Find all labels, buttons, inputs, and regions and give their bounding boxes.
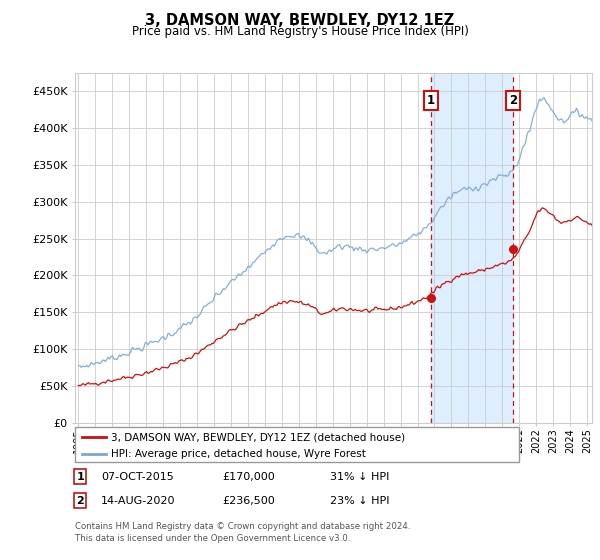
Text: Contains HM Land Registry data © Crown copyright and database right 2024.
This d: Contains HM Land Registry data © Crown c… [75,522,410,543]
Text: 2: 2 [509,94,517,108]
Bar [431,73,513,423]
Text: 31% ↓ HPI: 31% ↓ HPI [330,472,389,482]
Text: 07-OCT-2015: 07-OCT-2015 [101,472,173,482]
Text: 3, DAMSON WAY, BEWDLEY, DY12 1EZ (detached house): 3, DAMSON WAY, BEWDLEY, DY12 1EZ (detach… [110,432,404,442]
Text: 1: 1 [427,94,434,108]
Text: £236,500: £236,500 [222,496,275,506]
Text: HPI: Average price, detached house, Wyre Forest: HPI: Average price, detached house, Wyre… [110,449,365,459]
Text: 14-AUG-2020: 14-AUG-2020 [101,496,175,506]
Text: 23% ↓ HPI: 23% ↓ HPI [330,496,389,506]
Text: 2: 2 [76,496,84,506]
Text: 1: 1 [76,472,84,482]
Text: 3, DAMSON WAY, BEWDLEY, DY12 1EZ: 3, DAMSON WAY, BEWDLEY, DY12 1EZ [145,13,455,28]
Text: £170,000: £170,000 [222,472,275,482]
Text: Price paid vs. HM Land Registry's House Price Index (HPI): Price paid vs. HM Land Registry's House … [131,25,469,38]
FancyBboxPatch shape [75,427,519,462]
